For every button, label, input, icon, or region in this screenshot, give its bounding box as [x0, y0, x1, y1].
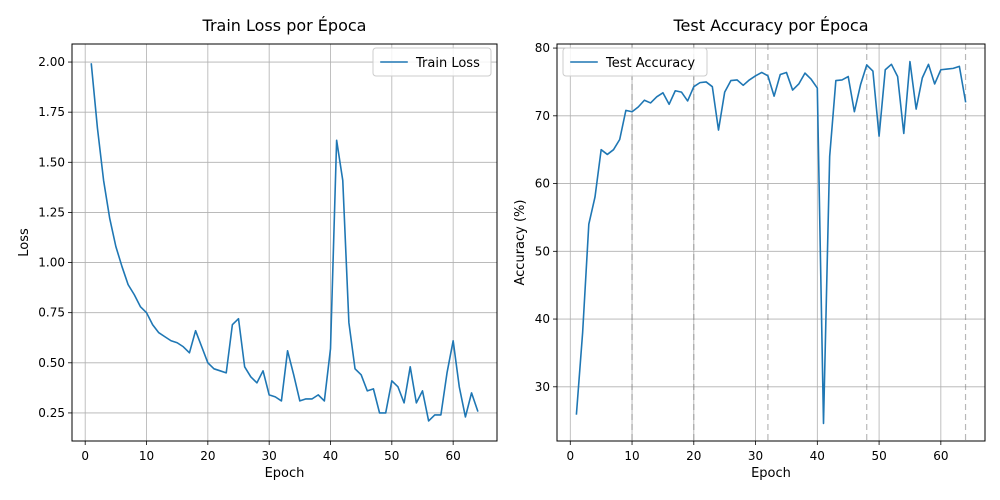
loss-y-tick-label: 1.00: [38, 256, 65, 270]
loss-y-tick-label: 0.75: [38, 306, 65, 320]
acc-y-tick-label: 50: [535, 244, 550, 258]
acc-plot-frame: [556, 43, 986, 442]
acc-x-tick-label: 20: [686, 449, 701, 463]
loss-legend-label: Train Loss: [415, 56, 480, 71]
loss-y-tick-label: 1.50: [38, 155, 65, 169]
loss-y-tick-label: 0.50: [38, 356, 65, 370]
acc-legend-label: Test Accuracy: [605, 56, 695, 71]
acc-x-axis-label: Epoch: [751, 466, 791, 481]
loss-x-tick-label: 30: [262, 449, 277, 463]
acc-chart: 0 10 20 30 40 50 60 30 40 50 60 70 80 Test Accuracy p…: [513, 16, 986, 481]
acc-series-line: [575, 60, 967, 425]
loss-x-tick-label: 10: [139, 449, 154, 463]
loss-series-line: [90, 63, 479, 422]
loss-x-axis-label: Epoch: [265, 466, 305, 481]
loss-x-tick-label: 0: [81, 449, 89, 463]
acc-y-tick-label: 80: [535, 41, 550, 55]
loss-legend: Train Loss: [372, 47, 492, 77]
acc-y-tick-label: 40: [535, 312, 550, 326]
acc-y-tick-label: 70: [535, 109, 550, 123]
acc-legend: Test Accuracy: [562, 47, 708, 77]
acc-x-tick-label: 0: [566, 449, 574, 463]
loss-y-tick-label: 0.25: [38, 406, 65, 420]
loss-x-tick-label: 20: [200, 449, 215, 463]
acc-y-tick-label: 60: [535, 177, 550, 191]
acc-x-tick-label: 50: [871, 449, 886, 463]
loss-y-tick-label: 2.00: [38, 55, 65, 69]
loss-x-tick-label: 50: [384, 449, 399, 463]
loss-plot-frame: [71, 43, 498, 442]
acc-x-tick-label: 10: [624, 449, 639, 463]
loss-chart: 0 10 20 30 40 50 60 0.25 0.50 0.75 1.00 1.25 1.50 1.7…: [17, 16, 498, 481]
acc-y-tick-label: 30: [535, 380, 550, 394]
loss-chart-title: Train Loss por Época: [202, 16, 367, 35]
acc-x-tick-label: 30: [748, 449, 763, 463]
acc-legend-box: [562, 47, 708, 77]
loss-legend-box: [372, 47, 492, 77]
acc-y-axis-label: Accuracy (%): [513, 200, 528, 286]
acc-x-tick-label: 40: [810, 449, 825, 463]
acc-x-tick-label: 60: [933, 449, 948, 463]
loss-x-tick-label: 60: [446, 449, 461, 463]
loss-y-tick-label: 1.25: [38, 205, 65, 219]
loss-y-axis-label: Loss: [17, 228, 32, 257]
acc-chart-title: Test Accuracy por Época: [673, 16, 869, 35]
loss-y-tick-label: 1.75: [38, 105, 65, 119]
loss-x-tick-label: 40: [323, 449, 338, 463]
